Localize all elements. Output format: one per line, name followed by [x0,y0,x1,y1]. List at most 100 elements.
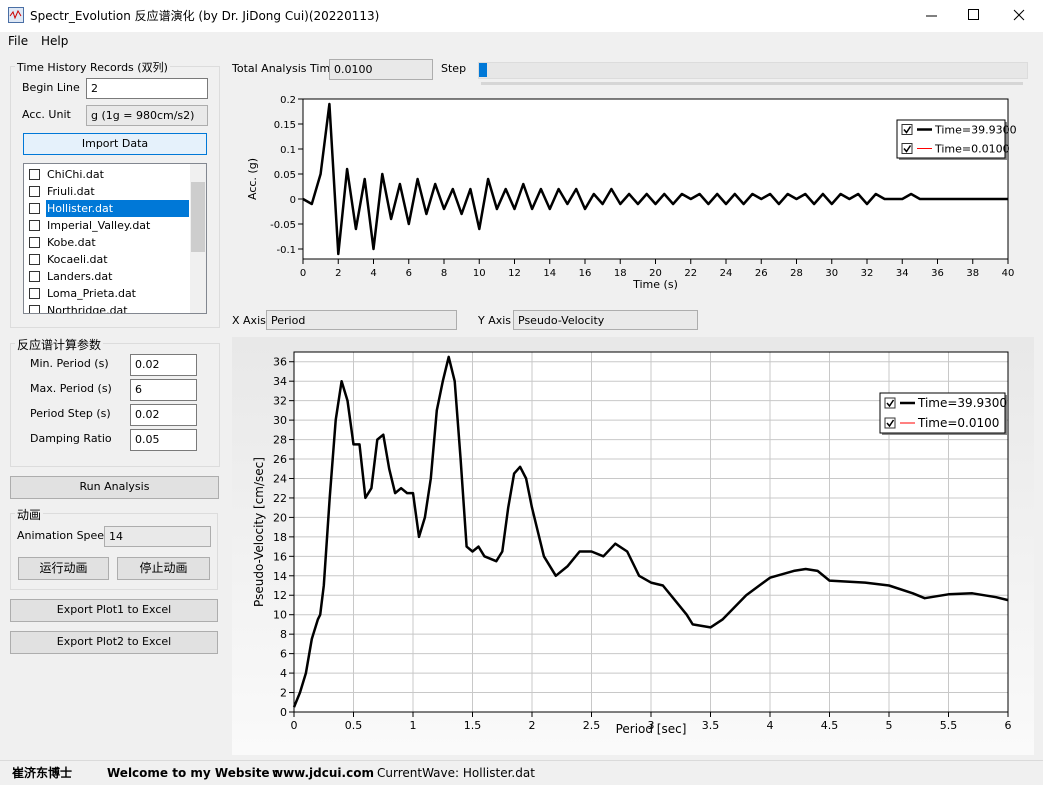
y-tick-label: 36 [273,356,287,369]
x-tick-label: 5 [886,719,893,732]
param-input[interactable]: 0.02 [130,404,197,426]
legend-check [903,126,912,134]
export-button[interactable]: Export Plot1 to Excel [10,599,218,622]
status-link[interactable]: www.jdcui.com [272,766,374,780]
param-input[interactable]: 0.05 [130,429,197,451]
plot-area [303,99,1008,259]
x-tick-label: 26 [755,268,768,279]
x-tick-label: 1 [410,719,417,732]
label: X Axis [232,314,266,327]
file-checkbox[interactable] [29,186,40,197]
label: Max. Period (s) [30,382,112,395]
acc-unit-select[interactable]: g (1g = 980cm/s2) [86,105,208,126]
y-tick-label: -0.1 [276,245,296,256]
label: Animation Speed [17,529,112,542]
file-checkbox[interactable] [29,220,40,231]
file-checkbox[interactable] [29,271,40,282]
group-title: Time History Records (双列) [15,59,170,75]
menu-item[interactable]: Help [41,34,69,48]
file-checkbox[interactable] [29,305,40,313]
file-item[interactable]: Landers.dat [47,270,113,283]
param-input[interactable]: 6 [130,379,197,401]
file-checkbox[interactable] [29,203,40,214]
export-button[interactable]: Export Plot2 to Excel [10,631,218,654]
x-tick-label: 4 [370,268,376,279]
file-list[interactable]: ChiChi.dat Friuli.dat Hollister.dat Imperia… [23,163,207,314]
file-item[interactable]: Loma_Prieta.dat [47,287,136,300]
speed-select[interactable]: 14 [104,526,211,547]
y-tick-label: 22 [273,492,287,505]
y-tick-label: 2 [280,687,287,700]
x-tick-label: 34 [896,268,909,279]
y-tick-label: 0.05 [274,170,296,181]
x-tick-label: 8 [441,268,447,279]
menu-item[interactable]: File [8,34,29,48]
legend-checkbox [901,124,913,135]
y-tick-label: 18 [273,531,287,544]
run-button[interactable]: Run Analysis [10,476,219,499]
stop-animation-button[interactable]: 停止动画 [117,557,210,580]
y-tick-label: 12 [273,589,287,602]
plot-frame [293,351,1009,713]
run-animation-button[interactable]: 运行动画 [18,557,109,580]
x-axis-select[interactable]: Period [266,310,457,330]
x-tick-label: 6 [406,268,412,279]
legend-label: Time=0.0100 [934,143,1010,156]
file-checkbox[interactable] [29,288,40,299]
import-button[interactable]: Import Data [23,133,207,155]
param-input[interactable]: 0.02 [130,354,197,376]
file-item[interactable]: Hollister.dat [46,200,189,217]
file-item[interactable]: Imperial_Valley.dat [47,219,151,232]
legend-checkbox [901,143,913,154]
legend-box [896,119,1006,159]
y-tick-label: 16 [273,550,287,563]
label: Damping Ratio [30,432,112,445]
legend-check [886,399,895,408]
group-title: 反应谱计算参数 [15,336,104,353]
y-axis-select[interactable]: Pseudo-Velocity [513,310,698,330]
status-text: 崔济东博士 [12,766,73,780]
scrollbar[interactable] [190,164,206,313]
begin-line-input[interactable]: 2 [86,78,208,99]
x-tick-label: 30 [825,268,838,279]
label: Min. Period (s) [30,357,109,370]
x-tick-label: 2 [335,268,341,279]
y-tick-label: 0.1 [280,145,296,156]
label: Step [441,62,467,75]
y-tick-label: 4 [280,667,287,680]
x-tick-label: 4.5 [821,719,839,732]
file-item[interactable]: ChiChi.dat [47,168,104,181]
slider-track [481,82,1023,85]
legend-check [903,145,912,153]
slider-thumb[interactable] [479,63,487,77]
x-tick-label: 0.5 [345,719,363,732]
x-tick-label: 3.5 [702,719,720,732]
x-tick-label: 10 [473,268,486,279]
file-checkbox[interactable] [29,237,40,248]
file-item[interactable]: Kocaeli.dat [47,253,108,266]
y-tick-label: 0.2 [280,95,296,106]
file-item[interactable]: Friuli.dat [47,185,95,198]
series-line [302,102,1008,256]
y-tick-label: 24 [273,472,287,485]
legend-label: Time=39.9300 [934,124,1017,137]
scroll-thumb[interactable] [191,182,205,252]
x-tick-label: 1.5 [464,719,482,732]
legend-checkbox [884,397,896,409]
y-tick-label: 20 [273,511,287,524]
file-checkbox[interactable] [29,169,40,180]
label: Y Axis [478,314,512,327]
total-time-select[interactable]: 0.0100 [329,59,433,80]
y-tick-label: 0 [290,195,296,206]
label: Acc. Unit [22,108,71,121]
x-tick-label: 18 [614,268,627,279]
file-item[interactable]: Kobe.dat [47,236,96,249]
x-tick-label: 22 [684,268,697,279]
step-slider[interactable] [478,62,1028,79]
file-checkbox[interactable] [29,254,40,265]
status-bar [0,760,1043,785]
x-axis-label: Time (s) [632,278,678,291]
file-item[interactable]: Northridge.dat [47,304,128,314]
window-controls[interactable] [910,0,1043,32]
